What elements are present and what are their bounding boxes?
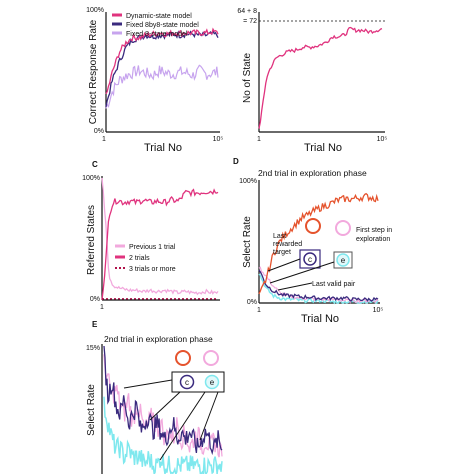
panel-b-annotation-bottom: = 72 (243, 18, 257, 25)
panel-d-title: 2nd trial in exploration phase (258, 168, 367, 178)
panel-c-letter: C (92, 160, 98, 169)
panel-c-ylabel: Referred States (86, 205, 97, 275)
panel-d-arrow-c (267, 258, 301, 272)
panel-d-ytick-top: 100% (239, 178, 257, 185)
panel-e: E 2nd trial in exploration phase 15% Sel… (86, 320, 225, 474)
series-dynamic (105, 27, 219, 95)
panel-a-ytick-top: 100% (86, 7, 104, 14)
panel-e-arrow-c1 (123, 379, 173, 389)
series-prev1 (101, 177, 219, 296)
panel-d-arrow-valid (277, 282, 313, 291)
panel-a: 100% 0% 1 10⁵ Trial No Correct Response … (86, 7, 223, 154)
panel-c-xtick-left: 1 (100, 304, 104, 311)
panel-e-pink-marker (203, 350, 219, 366)
panel-b: 64 + 8 = 72 1 10⁵ Trial No No of State (237, 8, 387, 154)
panel-b-xtick-left: 1 (257, 136, 261, 143)
panel-e-e-label: e (210, 378, 215, 387)
panel-a-xlabel: Trial No (144, 142, 182, 154)
panel-c-legend: Previous 1 trial 2 trials 3 trials or mo… (115, 244, 176, 273)
series-e-darkblue (103, 345, 223, 456)
panel-e-arrow-e1 (159, 391, 206, 461)
panel-d-e-box (333, 251, 353, 269)
legend-label-fixed-8by8: Fixed 8by8-state model (126, 22, 199, 29)
panel-e-letter: E (92, 320, 98, 329)
panel-d-first-step-marker (335, 220, 351, 236)
series-fixed-8 (105, 64, 219, 109)
panel-c-series (101, 177, 219, 301)
panel-e-ylabel: Select Rate (86, 384, 97, 436)
legend-label-fixed-8: Fixed 8-state model (126, 31, 188, 38)
panel-a-xtick-left: 1 (102, 136, 106, 143)
panel-d-xlabel: Trial No (301, 313, 339, 325)
panel-e-ytick-top: 15% (86, 345, 100, 352)
panel-b-annotation-top: 64 + 8 (237, 8, 257, 15)
panel-d-arrow-e (269, 261, 335, 284)
panel-d-annotation-last-rewarded-1: Last (273, 233, 286, 240)
panel-d-ytick-bottom: 0% (247, 299, 257, 306)
panel-d-letter: D (233, 157, 239, 166)
panel-c: C 100% 0% 1 Referred States Previous 1 t… (82, 160, 220, 311)
series-e-cyan (103, 396, 223, 474)
series-last-rewarded (258, 192, 379, 295)
panel-c-ytick-bottom: 0% (90, 296, 100, 303)
panel-d: D 2nd trial in exploration phase 100% 0%… (233, 157, 392, 325)
panel-d-e-label: e (341, 256, 346, 265)
panel-d-annotation-last-rewarded-3: target (273, 249, 291, 256)
panel-e-arrow-e2 (199, 391, 219, 441)
legend-label-2trials: 2 trials (129, 255, 150, 262)
panel-a-ytick-bottom: 0% (94, 128, 104, 135)
panel-a-series (105, 27, 219, 109)
panel-a-ylabel: Correct Response Rate (88, 19, 99, 124)
panel-d-c-label: c (308, 255, 312, 264)
panel-a-xtick-right: 10⁵ (213, 136, 224, 143)
panel-e-e-circle-icon (204, 374, 220, 390)
panel-d-xtick-left: 1 (257, 307, 261, 314)
panel-d-series (258, 192, 379, 305)
panel-e-orange-marker (175, 350, 191, 366)
panel-d-xtick-right: 10⁵ (373, 307, 384, 314)
panel-d-annotation-last-rewarded-2: rewarded (273, 241, 302, 248)
panel-b-xtick-right: 10⁵ (377, 136, 388, 143)
panel-b-xlabel: Trial No (304, 142, 342, 154)
panel-d-c-circle-icon (303, 252, 317, 266)
panel-d-annotation-first-step-1: First step in (356, 227, 392, 234)
panel-e-arrow-c2 (149, 391, 181, 421)
panel-d-last-rewarded-marker (305, 218, 321, 234)
legend-label-prev1: Previous 1 trial (129, 244, 176, 251)
panel-e-title: 2nd trial in exploration phase (104, 334, 213, 344)
panel-a-legend: Dynamic-state model Fixed 8by8-state mod… (112, 13, 199, 38)
panel-d-e-circle-icon (336, 253, 350, 267)
panel-b-ylabel: No of State (242, 53, 253, 103)
legend-label-dynamic: Dynamic-state model (126, 13, 192, 20)
series-c (258, 269, 379, 302)
legend-label-3plus: 3 trials or more (129, 266, 176, 273)
series-2trials (101, 188, 219, 301)
panel-e-c-circle-icon (179, 374, 195, 390)
panel-e-c-label: c (185, 378, 189, 387)
panel-e-legend-box (171, 371, 225, 393)
panel-b-series (258, 26, 383, 129)
panel-d-ylabel: Select Rate (242, 216, 253, 268)
panel-c-ytick-top: 100% (82, 175, 100, 182)
series-no-of-state (258, 26, 383, 129)
panel-d-annotation-last-valid-pair: Last valid pair (312, 281, 356, 288)
panel-d-annotation-first-step-2: exploration (356, 236, 390, 243)
panel-e-series (103, 345, 223, 474)
